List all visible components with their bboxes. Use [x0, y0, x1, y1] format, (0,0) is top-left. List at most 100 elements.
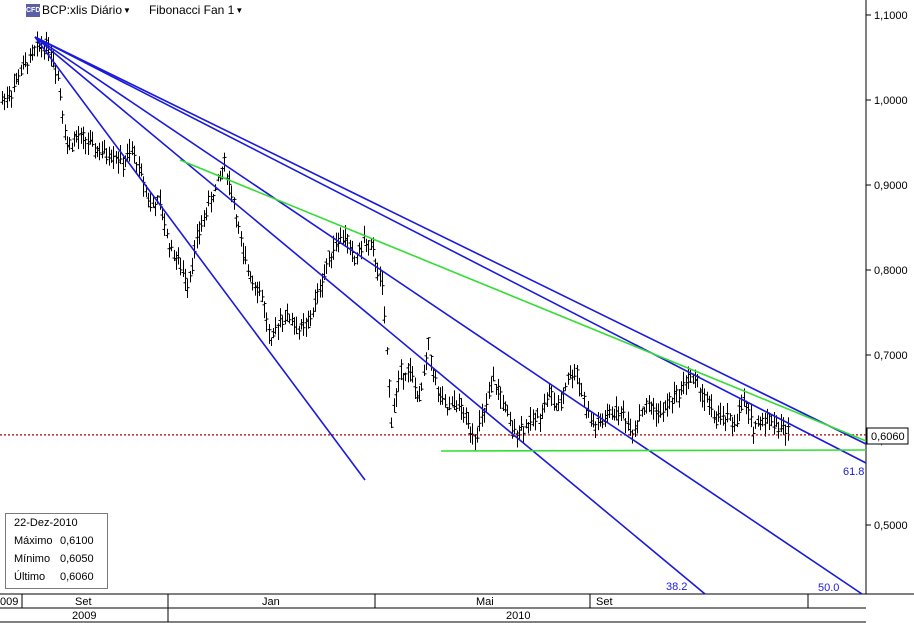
price-bar: [628, 418, 633, 436]
price-bar: [464, 407, 469, 425]
price-bar: [169, 239, 174, 252]
price-bar: [582, 391, 587, 408]
partial-year-label: 009: [0, 596, 18, 608]
price-bar: [93, 143, 98, 159]
price-bar: [56, 70, 61, 81]
price-bar: [496, 378, 501, 401]
price-bar: [760, 412, 765, 427]
price-bar: [698, 387, 703, 402]
price-bar: [327, 250, 332, 267]
price-bar: [712, 410, 717, 424]
price-bar: [273, 317, 278, 335]
price-bar: [607, 404, 612, 418]
price-bar: [25, 62, 30, 75]
price-bar: [181, 260, 186, 278]
price-bar: [491, 366, 496, 382]
price-bar: [32, 45, 37, 57]
price-bar: [535, 407, 540, 419]
price-bar: [714, 411, 719, 429]
price-bar: [443, 394, 448, 408]
price-bar: [396, 370, 401, 392]
price-bar: [81, 126, 86, 150]
price-bar: [178, 257, 183, 276]
price-bar: [533, 412, 538, 431]
price-bar: [260, 289, 265, 303]
data-window-date: 22-Dez-2010: [14, 517, 78, 529]
price-bar: [677, 389, 682, 408]
price-bar: [466, 412, 471, 429]
price-bar: [241, 242, 246, 265]
fibonacci-fan[interactable]: [34, 36, 867, 595]
price-bar: [72, 131, 77, 147]
price-bar: [116, 151, 121, 174]
price-bar: [21, 55, 26, 70]
price-bar: [28, 48, 33, 63]
fan-line-50-0: [34, 36, 863, 595]
symbol-dropdown[interactable]: BCP:xlis Diário ▼: [42, 3, 131, 17]
price-bar: [2, 93, 7, 111]
price-bar: [728, 413, 733, 421]
price-bar: [654, 403, 659, 427]
price-bar: [65, 136, 70, 155]
price-bar: [686, 366, 691, 390]
price-bar: [280, 315, 285, 332]
channel-top-line: [179, 159, 867, 442]
price-bar: [616, 406, 621, 426]
price-bar: [589, 411, 594, 427]
trend-channel[interactable]: [179, 159, 867, 452]
year-label: 2009: [72, 610, 96, 622]
price-tick: 0,8000: [866, 265, 908, 277]
price-bar: [406, 363, 411, 383]
price-bar: [211, 193, 216, 203]
chart-toolbar: CFD BCP:xlis Diário ▼ Fibonacci Fan 1 ▼: [0, 0, 243, 20]
price-bar: [422, 364, 427, 377]
price-bar: [649, 401, 654, 415]
price-bar: [380, 270, 385, 296]
price-bar: [292, 317, 297, 335]
price-bar: [725, 402, 730, 423]
price-bar: [79, 127, 84, 144]
price-bar: [598, 413, 603, 427]
price-bar: [90, 131, 95, 147]
price-bar: [579, 382, 584, 397]
price-bar: [318, 279, 323, 298]
price-bar: [454, 400, 459, 413]
cfd-logo-icon: CFD: [26, 3, 40, 17]
price-bar: [521, 425, 526, 443]
price-bar: [246, 264, 251, 277]
price-bar: [723, 416, 728, 432]
price-bar: [264, 312, 269, 332]
price-bar: [417, 386, 422, 402]
price-bar: [311, 307, 316, 318]
price-bar: [294, 316, 299, 335]
price-bar: [190, 257, 195, 275]
price-bar: [392, 398, 397, 414]
price-bar: [707, 395, 712, 415]
price-bar: [250, 275, 255, 291]
study-dropdown[interactable]: Fibonacci Fan 1 ▼: [149, 3, 243, 17]
price-tick: 0,5000: [866, 520, 908, 532]
price-bar: [12, 73, 17, 93]
fan-line-outer: [34, 36, 867, 445]
price-bar: [278, 308, 283, 328]
price-bar: [610, 406, 615, 420]
data-window-label: Máximo: [14, 535, 53, 547]
price-bar: [148, 193, 153, 212]
price-bar: [174, 251, 179, 270]
price-bar: [100, 141, 105, 159]
price-bar: [424, 352, 429, 371]
price-bar: [670, 397, 675, 414]
price-bar: [619, 406, 624, 422]
price-bar: [162, 213, 167, 236]
price-bar: [512, 418, 517, 435]
price-bar: [329, 253, 334, 269]
study-label: Fibonacci Fan 1: [148, 3, 235, 17]
price-bar: [665, 393, 670, 417]
data-window-row: Último 0,6060: [6, 568, 107, 586]
price-tick-label: 0,5000: [874, 520, 908, 532]
price-tick-label: 1,1000: [874, 10, 908, 22]
price-bar: [67, 137, 72, 151]
price-bar: [357, 242, 362, 254]
